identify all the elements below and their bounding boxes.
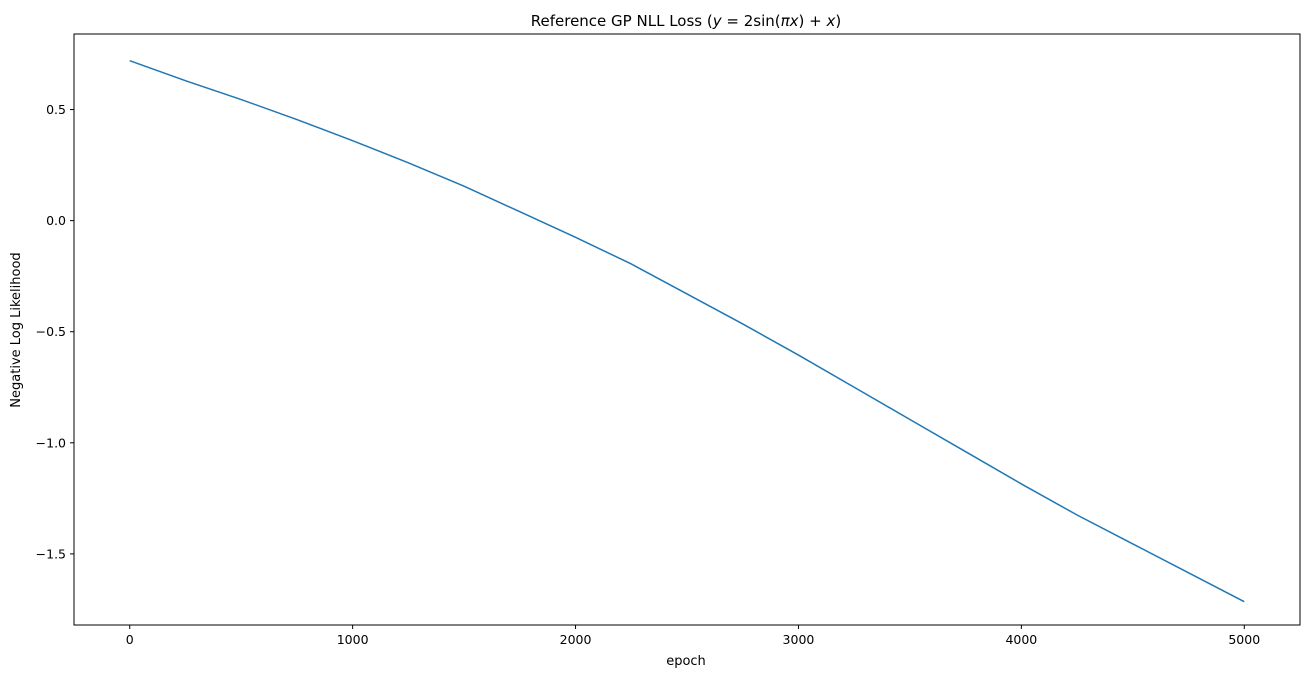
chart-title: Reference GP NLL Loss (y = 2sin(πx) + x) xyxy=(531,12,842,30)
y-tick-label: −1.5 xyxy=(36,546,66,561)
x-tick-label: 0 xyxy=(126,632,134,647)
x-tick-label: 2000 xyxy=(560,632,592,647)
series-line-0 xyxy=(129,59,1245,603)
x-tick-label: 4000 xyxy=(1005,632,1037,647)
plot-frame xyxy=(73,33,1301,626)
y-tick-label: 0.0 xyxy=(46,213,66,228)
x-tick-label: 1000 xyxy=(337,632,369,647)
y-axis-ticks: 0.5 0.0 −0.5 −1.0 −1.5 xyxy=(36,102,74,561)
x-axis-ticks: 0 1000 2000 3000 4000 5000 xyxy=(126,625,1260,647)
y-axis-label: Negative Log Likelihood xyxy=(9,252,24,407)
y-tick-label: 0.5 xyxy=(46,102,66,117)
x-tick-label: 3000 xyxy=(783,632,815,647)
y-tick-label: −1.0 xyxy=(36,435,66,450)
x-tick-label: 5000 xyxy=(1228,632,1260,647)
y-tick-label: −0.5 xyxy=(36,324,66,339)
x-axis-label: epoch xyxy=(666,654,706,669)
plot-area xyxy=(129,59,1245,603)
